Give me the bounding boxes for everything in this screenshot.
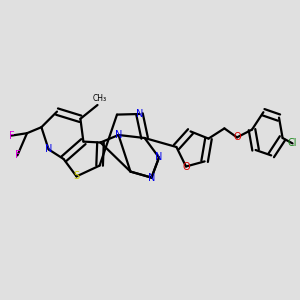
- Text: N: N: [45, 144, 52, 154]
- Text: F: F: [9, 130, 14, 141]
- Text: CH₃: CH₃: [93, 94, 107, 103]
- Text: N: N: [115, 130, 122, 140]
- Text: O: O: [233, 132, 241, 142]
- Text: N: N: [155, 152, 163, 163]
- Text: N: N: [136, 109, 143, 119]
- Text: F: F: [15, 150, 20, 161]
- Text: O: O: [182, 161, 190, 172]
- Text: S: S: [74, 171, 80, 182]
- Text: N: N: [148, 172, 155, 183]
- Text: Cl: Cl: [288, 138, 297, 148]
